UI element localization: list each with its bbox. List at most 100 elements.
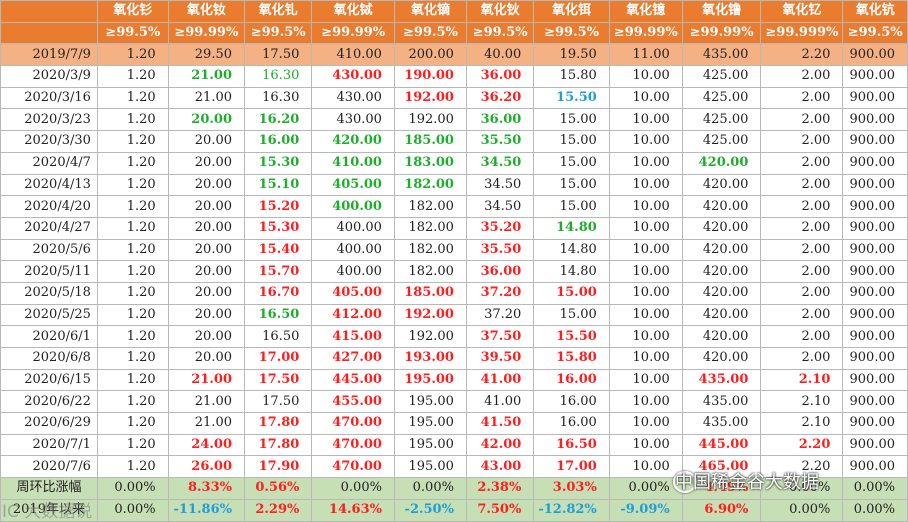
price-cell: 16.50 xyxy=(243,303,313,327)
price-cell: 405.00 xyxy=(311,281,395,305)
price-cell: 415.00 xyxy=(311,325,395,348)
summary-cell: 0.00% xyxy=(608,477,683,500)
price-cell: 195.00 xyxy=(393,412,467,435)
summary-cell: 0.00% xyxy=(760,477,844,500)
price-cell: 14.80 xyxy=(533,260,610,283)
price-cell: 2.00 xyxy=(760,151,844,175)
price-cell: 15.00 xyxy=(533,303,610,327)
price-cell: 445.00 xyxy=(681,433,762,457)
price-cell: 2.00 xyxy=(760,238,844,262)
price-cell: 400.00 xyxy=(311,216,395,240)
column-header: 氧化镥 xyxy=(681,0,762,23)
price-cell: 34.50 xyxy=(465,173,535,197)
price-cell: 21.00 xyxy=(167,368,246,392)
price-cell: 41.00 xyxy=(465,390,535,414)
price-cell: 445.00 xyxy=(311,368,395,392)
price-cell: 1.20 xyxy=(96,412,169,435)
summary-cell: -11.86% xyxy=(167,498,246,522)
price-cell: 2.00 xyxy=(760,130,844,153)
price-cell: 192.00 xyxy=(393,303,467,327)
price-cell: 41.00 xyxy=(465,368,535,392)
price-cell: 900.00 xyxy=(842,216,908,240)
price-cell: 15.50 xyxy=(533,325,610,348)
price-cell: 34.50 xyxy=(465,151,535,175)
price-cell: 43.00 xyxy=(465,455,535,479)
price-cell: 17.00 xyxy=(243,347,313,370)
price-cell: 26.00 xyxy=(167,455,246,479)
price-cell: 21.00 xyxy=(167,390,246,414)
row-date: 2019/7/9 xyxy=(0,43,98,67)
row-date: 2020/4/20 xyxy=(0,195,98,218)
wechat-logo-icon xyxy=(673,471,697,493)
price-cell: 2.00 xyxy=(760,281,844,305)
price-cell: 2.20 xyxy=(760,455,844,479)
price-cell: 2.00 xyxy=(760,216,844,240)
price-cell: 900.00 xyxy=(842,303,908,327)
row-date: 2020/6/29 xyxy=(0,412,98,435)
price-cell: 16.30 xyxy=(243,65,313,88)
price-cell: 20.00 xyxy=(167,325,246,348)
price-cell: 900.00 xyxy=(842,325,908,348)
table-row: 2020/6/15 1.20 21.00 17.50 445.00 195.00 41.00… xyxy=(0,368,908,392)
purity-header: ≥99.5% xyxy=(465,21,535,45)
price-cell: 10.00 xyxy=(608,303,683,327)
price-cell: 10.00 xyxy=(608,325,683,348)
price-cell: 420.00 xyxy=(681,325,762,348)
price-cell: 17.80 xyxy=(243,412,313,435)
price-cell: 15.00 xyxy=(533,130,610,153)
price-cell: 15.80 xyxy=(533,347,610,370)
price-cell: 900.00 xyxy=(842,390,908,414)
price-cell: 1.20 xyxy=(96,368,169,392)
price-cell: 16.00 xyxy=(533,368,610,392)
price-cell: 420.00 xyxy=(681,151,762,175)
price-cell: 37.20 xyxy=(465,281,535,305)
price-cell: 435.00 xyxy=(681,368,762,392)
price-cell: 427.00 xyxy=(311,347,395,370)
table-row: 2020/3/23 1.20 20.00 16.20 430.00 192.00 36.00… xyxy=(0,108,908,132)
row-date: 2020/4/7 xyxy=(0,151,98,175)
price-cell: 17.80 xyxy=(243,433,313,457)
summary-cell: 0.00% xyxy=(842,498,908,522)
price-cell: 900.00 xyxy=(842,347,908,370)
price-cell: 19.50 xyxy=(533,43,610,67)
price-cell: 900.00 xyxy=(842,238,908,262)
price-cell: 10.00 xyxy=(608,368,683,392)
price-cell: 15.10 xyxy=(243,173,313,197)
price-cell: 15.50 xyxy=(533,86,610,110)
row-date: 2020/4/27 xyxy=(0,216,98,240)
price-cell: 37.50 xyxy=(465,325,535,348)
price-cell: 195.00 xyxy=(393,368,467,392)
table-row: 2019/7/9 1.20 29.50 17.50 410.00 200.00 40.00 1… xyxy=(0,43,908,67)
table-row: 2020/4/20 1.20 20.00 15.20 400.00 182.00 34.50… xyxy=(0,195,908,218)
price-cell: 10.00 xyxy=(608,173,683,197)
price-cell: 192.00 xyxy=(393,108,467,132)
summary-cell: 3.03% xyxy=(533,477,610,500)
table-row: 2020/5/25 1.20 20.00 16.50 412.00 192.00 37.20… xyxy=(0,303,908,327)
price-cell: 17.90 xyxy=(243,455,313,479)
price-cell: 430.00 xyxy=(311,108,395,132)
summary-cell: 0.56% xyxy=(243,477,313,500)
price-cell: 15.00 xyxy=(533,173,610,197)
row-date: 2020/6/15 xyxy=(0,368,98,392)
price-cell: 420.00 xyxy=(681,216,762,240)
price-cell: 1.20 xyxy=(96,173,169,197)
table-row: 2020/5/11 1.20 20.00 15.70 400.00 182.00 36.00… xyxy=(0,260,908,283)
row-date: 2020/6/8 xyxy=(0,347,98,370)
price-cell: 21.00 xyxy=(167,86,246,110)
row-date: 2020/7/6 xyxy=(0,455,98,479)
row-date: 2020/5/18 xyxy=(0,281,98,305)
summary-cell: 0.00% xyxy=(393,477,467,500)
price-cell: 435.00 xyxy=(681,390,762,414)
price-cell: 14.80 xyxy=(533,238,610,262)
summary-cell: 0.00% xyxy=(760,498,844,522)
price-cell: 15.70 xyxy=(243,260,313,283)
table-row: 2020/6/1 1.20 20.00 16.50 415.00 192.00 37.50 1… xyxy=(0,325,908,348)
table-row: 2020/5/6 1.20 20.00 15.40 400.00 182.00 35.50 1… xyxy=(0,238,908,262)
price-cell: 34.50 xyxy=(465,195,535,218)
table-row: 2020/5/18 1.20 20.00 16.70 405.00 185.00 37.20… xyxy=(0,281,908,305)
price-cell: 40.00 xyxy=(465,43,535,67)
price-cell: 900.00 xyxy=(842,151,908,175)
price-cell: 400.00 xyxy=(311,195,395,218)
price-cell: 425.00 xyxy=(681,86,762,110)
summary-label: 2019年以来 xyxy=(0,498,98,522)
